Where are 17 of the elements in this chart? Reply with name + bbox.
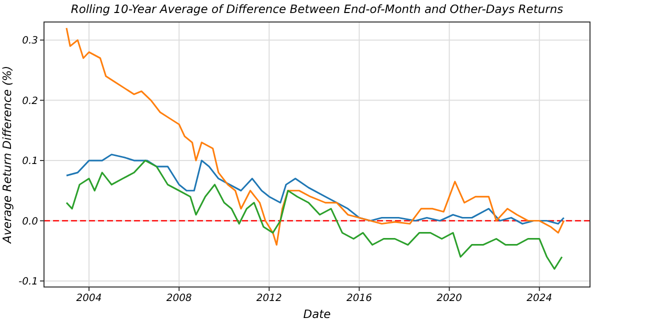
y-tick-label: 0.2: [22, 96, 38, 107]
line-series: [66, 154, 565, 225]
x-tick-label: 2020: [436, 293, 462, 304]
x-tick-label: 2012: [256, 293, 282, 304]
x-tick-label: 2016: [346, 293, 372, 304]
line-series: [66, 160, 563, 270]
x-tick-label: 2024: [526, 293, 552, 304]
y-tick-label: -0.1: [18, 276, 38, 288]
x-axis-title: Date: [303, 307, 331, 321]
x-tick-label: 2004: [76, 293, 102, 304]
chart-title: Rolling 10-Year Average of Difference Between End-of-Month and Other-Days Returns: [70, 2, 564, 16]
y-tick-label: 0.0: [22, 216, 38, 228]
y-tick-label: 0.1: [22, 156, 38, 168]
line-series: [66, 27, 565, 246]
y-tick-label: 0.3: [22, 36, 38, 47]
x-tick-label: 2008: [166, 293, 192, 304]
y-axis-title: Average Return Difference (%): [0, 66, 14, 244]
